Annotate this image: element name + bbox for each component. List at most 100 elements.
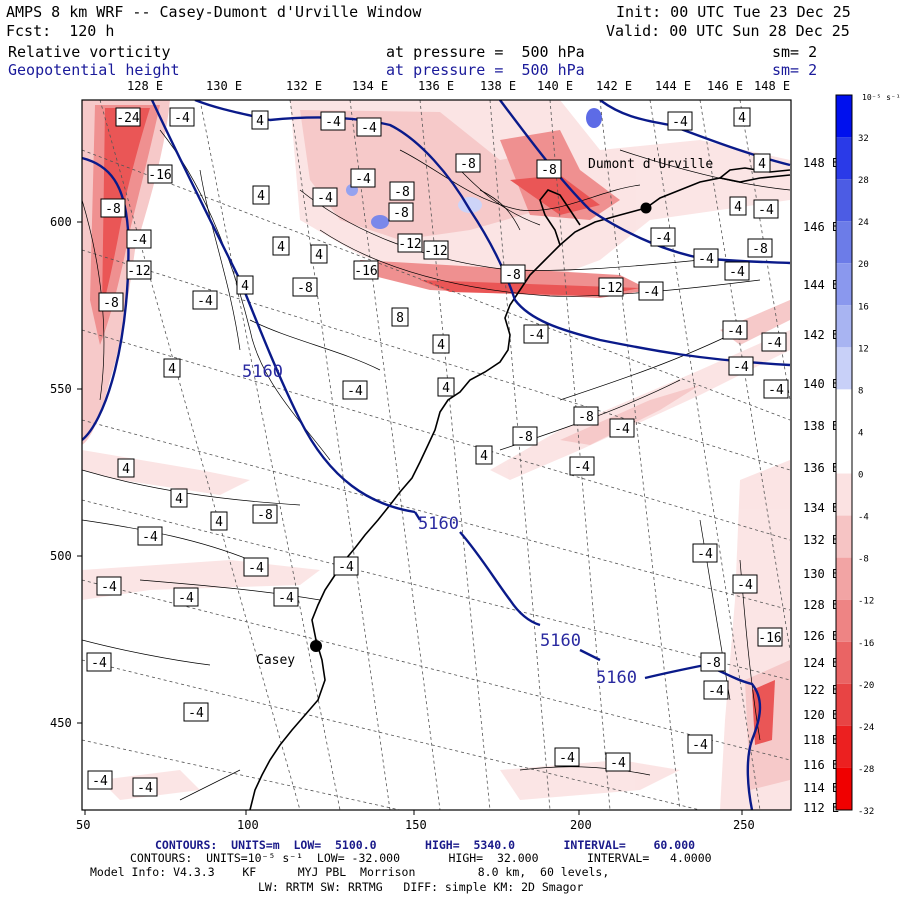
svg-text:-4: -4 bbox=[347, 384, 363, 399]
physics-info: LW: RRTM SW: RRTMG DIFF: simple KM: 2D S… bbox=[258, 880, 584, 894]
vorticity-value-label: 4 bbox=[733, 107, 751, 127]
x-tick-label: 150 bbox=[405, 818, 427, 832]
svg-text:-4: -4 bbox=[708, 684, 724, 699]
right-longitude-label: 124 E bbox=[803, 656, 839, 670]
vorticity-value-label: 4 bbox=[475, 445, 493, 465]
svg-text:-4: -4 bbox=[768, 383, 784, 398]
top-longitude-label: 134 E bbox=[352, 79, 388, 93]
svg-text:8: 8 bbox=[396, 311, 404, 326]
svg-text:-4: -4 bbox=[137, 781, 153, 796]
right-longitude-label: 116 E bbox=[803, 758, 839, 772]
top-longitude-label: 132 E bbox=[286, 79, 322, 93]
colorbar-segment bbox=[836, 725, 852, 768]
y-axis-ticks: 600 550 500 450 bbox=[50, 215, 82, 730]
vorticity-value-label: -4 bbox=[722, 320, 748, 340]
vorticity-value-label: -4 bbox=[87, 770, 113, 790]
height-label-5160: 5160 bbox=[540, 631, 581, 651]
svg-text:-16: -16 bbox=[148, 168, 171, 183]
vorticity-value-label: -4 bbox=[687, 734, 713, 754]
right-longitude-label: 118 E bbox=[803, 733, 839, 747]
field1-level: at pressure = 500 hPa bbox=[386, 43, 585, 61]
colorbar-tick: 12 bbox=[858, 344, 869, 354]
svg-text:4: 4 bbox=[758, 157, 766, 172]
vorticity-value-label: -8 bbox=[747, 238, 773, 258]
svg-text:4: 4 bbox=[175, 492, 183, 507]
svg-text:-4: -4 bbox=[559, 751, 575, 766]
svg-text:-8: -8 bbox=[257, 508, 273, 523]
colorbar-segment bbox=[836, 137, 852, 180]
top-longitude-label: 130 E bbox=[206, 79, 242, 93]
svg-text:-4: -4 bbox=[278, 591, 294, 606]
colorbar-tick: -32 bbox=[858, 807, 874, 817]
dumont-durville-marker bbox=[640, 202, 652, 214]
vorticity-value-label: -4 bbox=[569, 456, 595, 476]
colorbar-segment bbox=[836, 515, 852, 558]
vorticity-value-label: -4 bbox=[356, 117, 382, 137]
vorticity-value-label: 4 bbox=[117, 458, 135, 478]
top-longitude-label: 148 E bbox=[754, 79, 790, 93]
svg-text:-16: -16 bbox=[758, 631, 781, 646]
right-longitude-label: 120 E bbox=[803, 708, 839, 722]
height-label-5160: 5160 bbox=[418, 514, 459, 534]
coastline bbox=[249, 167, 791, 810]
svg-text:4: 4 bbox=[257, 189, 265, 204]
svg-text:-12: -12 bbox=[424, 244, 447, 259]
vorticity-value-label: -4 bbox=[126, 229, 152, 249]
vorticity-value-label: -12 bbox=[126, 260, 152, 280]
vorticity-value-label: -4 bbox=[320, 111, 346, 131]
svg-text:-8: -8 bbox=[541, 163, 557, 178]
colorbar-segment bbox=[836, 305, 852, 348]
svg-text:-8: -8 bbox=[705, 656, 721, 671]
svg-text:-8: -8 bbox=[105, 202, 121, 217]
svg-text:-4: -4 bbox=[361, 121, 377, 136]
right-longitude-label: 138 E bbox=[803, 419, 839, 433]
x-tick-label: 200 bbox=[570, 818, 592, 832]
svg-text:-4: -4 bbox=[338, 560, 354, 575]
right-longitude-label: 144 E bbox=[803, 278, 839, 292]
colorbar-tick: -24 bbox=[858, 723, 874, 733]
field2-name: Geopotential height bbox=[8, 61, 180, 79]
dumont-durville-label: Dumont d'Urville bbox=[588, 157, 713, 172]
svg-text:4: 4 bbox=[315, 248, 323, 263]
svg-text:-4: -4 bbox=[766, 336, 782, 351]
model-title: AMPS 8 km WRF -- Casey-Dumont d'Urville … bbox=[6, 3, 422, 21]
svg-text:-4: -4 bbox=[101, 580, 117, 595]
svg-text:-8: -8 bbox=[460, 157, 476, 172]
right-longitude-label: 140 E bbox=[803, 377, 839, 391]
vorticity-value-label: -4 bbox=[192, 290, 218, 310]
vorticity-value-label: 4 bbox=[310, 244, 328, 264]
vorticity-value-label: 4 bbox=[753, 153, 771, 173]
vorticity-value-label: -4 bbox=[724, 261, 750, 281]
vorticity-value-label: 4 bbox=[236, 275, 254, 295]
vorticity-value-label: -4 bbox=[173, 587, 199, 607]
svg-text:-4: -4 bbox=[692, 738, 708, 753]
x-tick-label: 50 bbox=[76, 818, 90, 832]
height-label-5160: 5160 bbox=[242, 362, 283, 382]
svg-text:-4: -4 bbox=[737, 578, 753, 593]
colorbar-tick: -28 bbox=[858, 765, 874, 775]
svg-text:-8: -8 bbox=[505, 268, 521, 283]
vorticity-value-label: -8 bbox=[500, 264, 526, 284]
svg-text:4: 4 bbox=[734, 200, 742, 215]
vorticity-colorbar: 32 28 24 20 16 12 8 4 0 -4 -8 -12 -16 -20 -24 -28 -32 bbox=[835, 94, 874, 817]
colorbar-segment bbox=[836, 347, 852, 390]
stations: Dumont d'Urville Casey bbox=[256, 157, 713, 668]
vorticity-value-label: -4 bbox=[86, 652, 112, 672]
svg-text:-4: -4 bbox=[131, 233, 147, 248]
svg-text:-4: -4 bbox=[197, 294, 213, 309]
field1-name: Relative vorticity bbox=[8, 43, 171, 61]
right-longitude-label: 128 E bbox=[803, 598, 839, 612]
vorticity-value-label: -12 bbox=[598, 277, 624, 297]
vorticity-value-label: -8 bbox=[512, 426, 538, 446]
model-info: Model Info: V4.3.3 KF MYJ PBL Morrison 8… bbox=[90, 865, 610, 879]
vorticity-value-label: -8 bbox=[455, 153, 481, 173]
svg-text:4: 4 bbox=[277, 240, 285, 255]
svg-text:-4: -4 bbox=[317, 191, 333, 206]
vorticity-value-label: 4 bbox=[163, 358, 181, 378]
colorbar-tick: 32 bbox=[858, 134, 869, 144]
vorticity-value-label: -24 bbox=[115, 107, 141, 127]
top-longitude-label: 136 E bbox=[418, 79, 454, 93]
svg-text:-4: -4 bbox=[698, 252, 714, 267]
svg-text:-24: -24 bbox=[116, 111, 140, 126]
right-longitude-labels: 148 E 146 E 144 E 142 E 140 E 138 E 136 E 134 E… bbox=[803, 156, 839, 815]
